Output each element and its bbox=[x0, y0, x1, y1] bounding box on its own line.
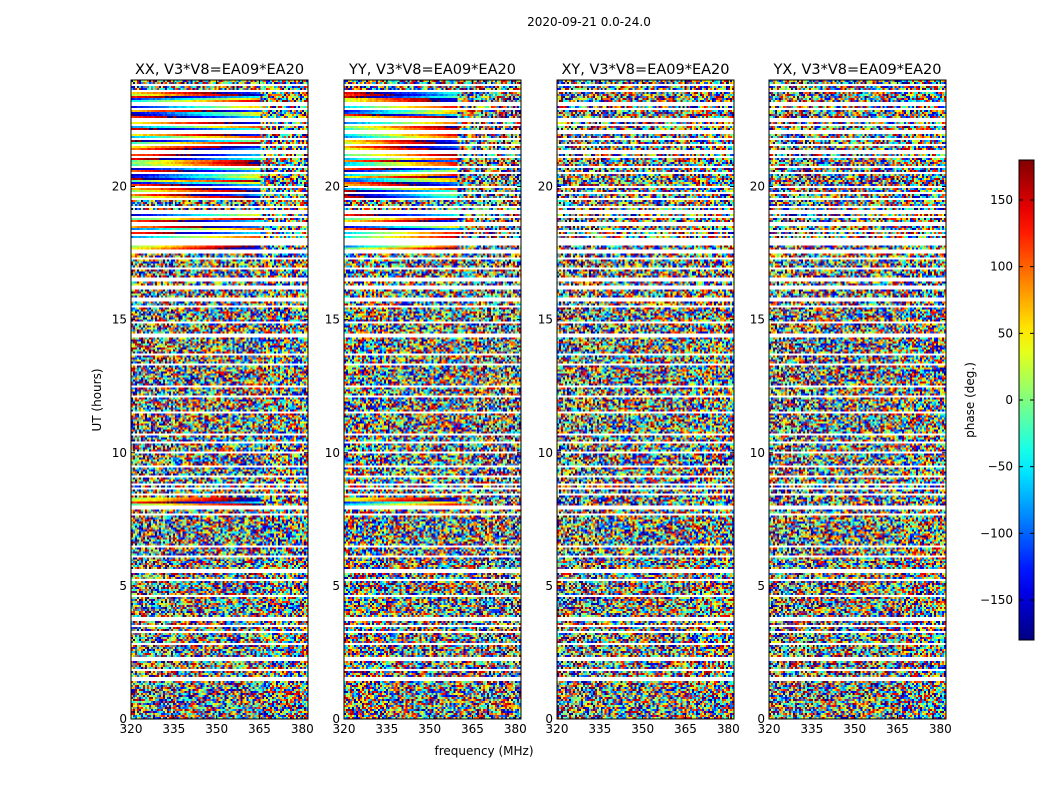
x-tick-label: 380 bbox=[929, 722, 952, 736]
colorbar-tick-label: 150 bbox=[990, 193, 1013, 207]
colorbar-tick-label: 0 bbox=[1005, 393, 1013, 407]
x-tick-label: 380 bbox=[504, 722, 527, 736]
x-tick-label: 380 bbox=[291, 722, 314, 736]
phase-panel: YX, V3*V8=EA09*EA20 320 335 350 365 380 0 5 10 15… bbox=[750, 62, 952, 736]
phase-heatmap bbox=[557, 80, 734, 719]
y-tick-label: 20 bbox=[750, 180, 765, 194]
x-tick-label: 350 bbox=[418, 722, 441, 736]
x-tick-label: 320 bbox=[546, 722, 569, 736]
y-tick-label: 0 bbox=[332, 712, 340, 726]
phase-panel: XY, V3*V8=EA09*EA20 320 335 350 365 380 0 5 10 15… bbox=[538, 62, 740, 736]
colorbar: −150 −100 −50 0 50 100 150 phase (deg.) bbox=[963, 159, 1035, 641]
panel-title: YX, V3*V8=EA09*EA20 bbox=[772, 62, 941, 78]
x-tick-label: 365 bbox=[248, 722, 271, 736]
y-tick-label: 20 bbox=[538, 180, 553, 194]
x-tick-label: 350 bbox=[631, 722, 654, 736]
y-tick-label: 15 bbox=[538, 313, 553, 327]
y-tick-label: 0 bbox=[757, 712, 765, 726]
y-tick-label: 15 bbox=[325, 313, 340, 327]
x-tick-label: 320 bbox=[758, 722, 781, 736]
y-tick-label: 15 bbox=[112, 313, 127, 327]
y-tick-label: 5 bbox=[332, 579, 340, 593]
x-tick-label: 335 bbox=[162, 722, 185, 736]
y-tick-label: 10 bbox=[325, 446, 340, 460]
colorbar-tick-label: −100 bbox=[980, 526, 1013, 540]
panel-title: XY, V3*V8=EA09*EA20 bbox=[561, 62, 729, 78]
y-tick-label: 15 bbox=[750, 313, 765, 327]
x-tick-label: 365 bbox=[886, 722, 909, 736]
y-tick-label: 10 bbox=[112, 446, 127, 460]
panel-frame bbox=[130, 79, 309, 720]
phase-panel: XX, V3*V8=EA09*EA20 320 335 350 365 380 0 5 10 15… bbox=[112, 62, 314, 736]
panels: XX, V3*V8=EA09*EA20 320 335 350 365 380 0 5 10 15… bbox=[112, 62, 952, 736]
y-tick-label: 20 bbox=[325, 180, 340, 194]
x-tick-label: 335 bbox=[588, 722, 611, 736]
colorbar-tick-label: −50 bbox=[988, 460, 1013, 474]
x-axis-label: frequency (MHz) bbox=[434, 744, 533, 758]
panel-frame bbox=[556, 79, 735, 720]
figure-suptitle: 2020-09-21 0.0-24.0 bbox=[527, 15, 651, 29]
x-tick-label: 320 bbox=[120, 722, 143, 736]
colorbar-tick-label: 50 bbox=[998, 326, 1013, 340]
y-tick-label: 5 bbox=[545, 579, 553, 593]
phase-heatmap bbox=[769, 80, 946, 719]
y-axis-label: UT (hours) bbox=[90, 368, 104, 431]
y-tick-label: 0 bbox=[119, 712, 127, 726]
phase-heatmap bbox=[344, 80, 521, 719]
x-tick-label: 350 bbox=[205, 722, 228, 736]
panel-title: YY, V3*V8=EA09*EA20 bbox=[348, 62, 516, 78]
colorbar-label: phase (deg.) bbox=[963, 362, 977, 438]
x-tick-label: 335 bbox=[375, 722, 398, 736]
y-tick-label: 20 bbox=[112, 180, 127, 194]
y-tick-label: 10 bbox=[750, 446, 765, 460]
panel-title: XX, V3*V8=EA09*EA20 bbox=[135, 62, 304, 78]
y-tick-label: 5 bbox=[119, 579, 127, 593]
panel-frame bbox=[343, 79, 522, 720]
y-tick-label: 5 bbox=[757, 579, 765, 593]
x-tick-label: 380 bbox=[717, 722, 740, 736]
phase-panel: YY, V3*V8=EA09*EA20 320 335 350 365 380 0 5 10 15… bbox=[325, 62, 527, 736]
panel-frame bbox=[768, 79, 947, 720]
y-tick-label: 0 bbox=[545, 712, 553, 726]
x-tick-label: 320 bbox=[333, 722, 356, 736]
phase-heatmap bbox=[131, 80, 308, 719]
x-tick-label: 365 bbox=[461, 722, 484, 736]
y-tick-label: 10 bbox=[538, 446, 553, 460]
colorbar-tick-label: −150 bbox=[980, 593, 1013, 607]
x-tick-label: 365 bbox=[674, 722, 697, 736]
colorbar-tick-label: 100 bbox=[990, 260, 1013, 274]
x-tick-label: 350 bbox=[843, 722, 866, 736]
x-tick-label: 335 bbox=[800, 722, 823, 736]
